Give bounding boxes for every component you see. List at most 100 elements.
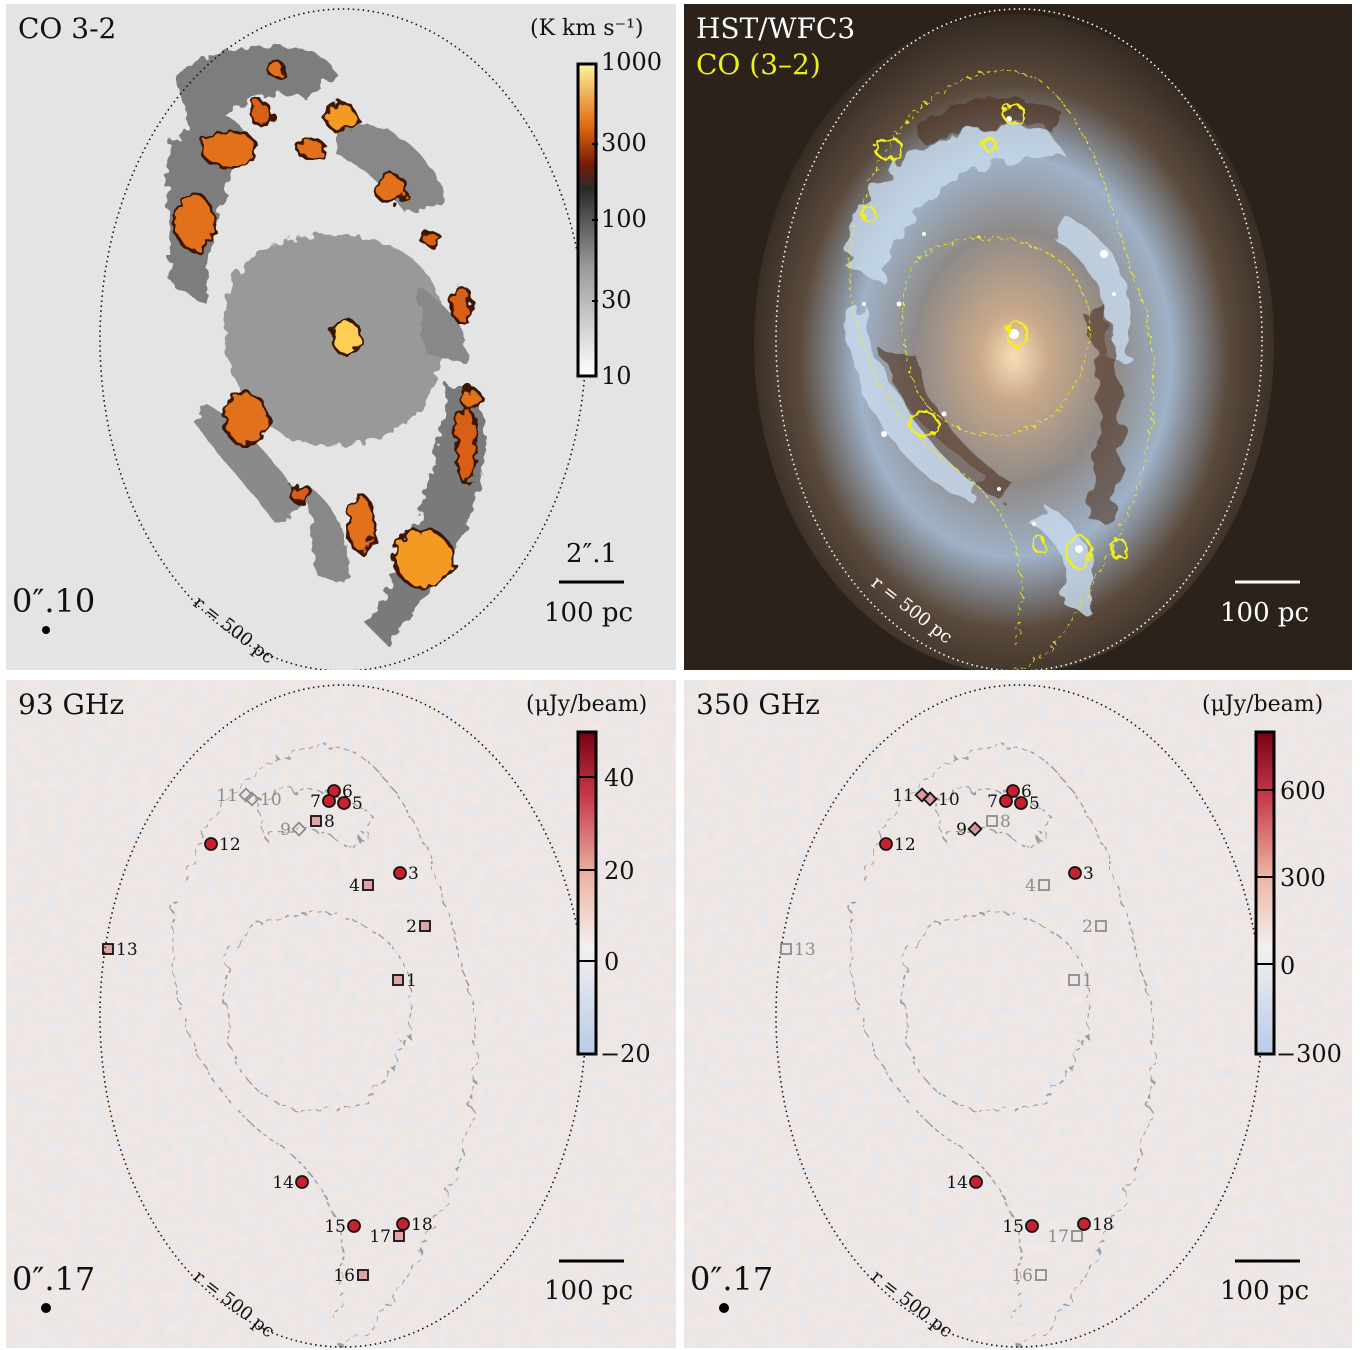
hst-subtitle: CO (3–2) — [696, 48, 821, 81]
co-cb-tick-1000: 1000 — [601, 48, 663, 76]
ghz350-unit: (μJy/beam) — [1202, 692, 1324, 717]
ghz350-source-8-marker — [986, 815, 998, 827]
ghz350-source-3-label: 3 — [1083, 864, 1094, 884]
ghz93-source-14-marker — [295, 1175, 309, 1189]
ghz350-source-9-marker — [967, 821, 983, 837]
ghz93-source-18-label: 18 — [411, 1215, 433, 1235]
ghz93-cb-tick-neg20: −20 — [600, 1040, 651, 1068]
hst-co-contours — [849, 69, 1155, 670]
ghz93-source-5-label: 5 — [352, 794, 363, 814]
co-map-panel: CO 3-2 (K km s⁻¹) 1000 300 100 30 10 r =… — [6, 4, 676, 670]
co-cb-tick-300: 300 — [601, 129, 647, 157]
ghz93-noise-blue — [6, 680, 676, 1348]
ghz93-source-4-label: 4 — [349, 876, 360, 896]
ghz350-source-17-label: 17 — [1047, 1227, 1069, 1247]
ghz350-source-7-label: 7 — [987, 792, 998, 812]
ghz93-source-15-label: 15 — [324, 1217, 346, 1237]
ghz350-title: 350 GHz — [696, 688, 820, 721]
ghz350-noise-blue — [684, 680, 1352, 1348]
ghz350-source-14-label: 14 — [946, 1173, 968, 1193]
ghz93-source-1-label: 1 — [406, 971, 417, 991]
ghz350-source-2-marker — [1095, 920, 1107, 932]
ghz93-source-17-marker — [393, 1230, 405, 1242]
co-scale-arcsec: 2″.1 — [566, 539, 618, 569]
co-beam-label: 0″.10 — [12, 582, 96, 620]
ghz350-source-16-label: 16 — [1011, 1266, 1033, 1286]
ghz93-source-12-label: 12 — [219, 835, 241, 855]
ghz93-source-11-marker — [238, 787, 254, 803]
ghz93-source-1-marker — [392, 974, 404, 986]
ghz93-source-6-label: 6 — [342, 782, 353, 802]
ghz350-source-11-marker — [914, 787, 930, 803]
ghz93-beam-dot — [41, 1303, 51, 1313]
hst-title: HST/WFC3 — [696, 12, 856, 45]
ghz93-source-7-marker — [322, 794, 336, 808]
ghz93-cb-tick-20: 20 — [604, 857, 635, 885]
ghz350-source-15-marker — [1025, 1219, 1039, 1233]
ghz350-source-13-label: 13 — [794, 940, 816, 960]
ghz93-colorbar — [576, 730, 598, 1056]
hst-dust-lanes — [884, 100, 1123, 524]
co-cb-tick-10: 10 — [601, 362, 632, 390]
ghz350-beam-label: 0″.17 — [690, 1260, 774, 1298]
ghz93-source-9-label: 9 — [280, 820, 291, 840]
ghz93-source-3-marker — [393, 866, 407, 880]
ghz93-cb-tick-0: 0 — [604, 948, 620, 976]
ghz93-cb-tick-40: 40 — [604, 764, 635, 792]
ghz350-source-17-marker — [1071, 1230, 1083, 1242]
ghz93-source-18-marker — [396, 1217, 410, 1231]
ghz350-source-14-marker — [969, 1175, 983, 1189]
ghz93-source-3-label: 3 — [408, 864, 419, 884]
ghz93-source-13-marker — [102, 943, 114, 955]
ghz350-colorbar — [1254, 730, 1276, 1056]
ghz350-cb-tick-300: 300 — [1280, 864, 1326, 892]
ghz350-source-18-label: 18 — [1092, 1215, 1114, 1235]
ghz93-source-10-marker — [244, 791, 260, 807]
ghz350-source-4-marker — [1038, 879, 1050, 891]
co-cb-tick-100: 100 — [601, 205, 647, 233]
ghz93-source-12-marker — [204, 837, 218, 851]
ghz93-source-2-label: 2 — [406, 917, 417, 937]
ghz93-source-10-label: 10 — [260, 790, 282, 810]
ghz350-cb-tick-neg300: −300 — [1276, 1040, 1342, 1068]
ghz350-source-3-marker — [1068, 866, 1082, 880]
co-title: CO 3-2 — [18, 12, 117, 45]
ghz93-source-9-marker — [291, 821, 307, 837]
hst-galaxy-glow — [754, 14, 1274, 670]
ghz93-source-2-marker — [419, 920, 431, 932]
ghz350-source-16-marker — [1035, 1269, 1047, 1281]
ghz93-beam-label: 0″.17 — [12, 1260, 96, 1298]
ghz93-source-15-marker — [347, 1219, 361, 1233]
hst-image-panel: HST/WFC3 CO (3–2) r = 500 pc 100 pc — [684, 4, 1352, 670]
ghz350-source-4-label: 4 — [1025, 876, 1036, 896]
ghz93-title: 93 GHz — [18, 688, 125, 721]
ghz350-source-5-marker — [1014, 796, 1028, 810]
co-map-svg — [42, 8, 624, 670]
ghz350-source-18-marker — [1077, 1217, 1091, 1231]
hst-scale-pc: 100 pc — [1220, 598, 1310, 628]
ghz350-source-7-marker — [999, 794, 1013, 808]
ghz350-source-15-label: 15 — [1002, 1217, 1024, 1237]
ghz93-source-4-marker — [362, 879, 374, 891]
ghz350-cb-tick-600: 600 — [1280, 777, 1326, 805]
ghz93-scale-pc: 100 pc — [544, 1276, 634, 1306]
ghz93-source-17-label: 17 — [369, 1227, 391, 1247]
co-beam-dot — [42, 626, 50, 634]
ghz350-source-1-label: 1 — [1082, 971, 1093, 991]
ghz350-source-8-label: 8 — [1000, 812, 1011, 832]
ghz350-source-2-label: 2 — [1082, 917, 1093, 937]
ghz350-source-11-label: 11 — [892, 786, 914, 806]
ghz350-cb-tick-0: 0 — [1280, 952, 1296, 980]
co-cb-tick-30: 30 — [601, 286, 632, 314]
ghz93-source-5-marker — [337, 796, 351, 810]
ghz93-source-8-marker — [310, 815, 322, 827]
ghz93-source-8-label: 8 — [324, 812, 335, 832]
ghz350-source-10-label: 10 — [938, 790, 960, 810]
ghz350-source-6-label: 6 — [1021, 782, 1032, 802]
co-bright-clumps — [172, 59, 483, 589]
hst-ring-ellipse — [775, 8, 1263, 670]
ghz93-co-contours — [170, 745, 477, 1348]
